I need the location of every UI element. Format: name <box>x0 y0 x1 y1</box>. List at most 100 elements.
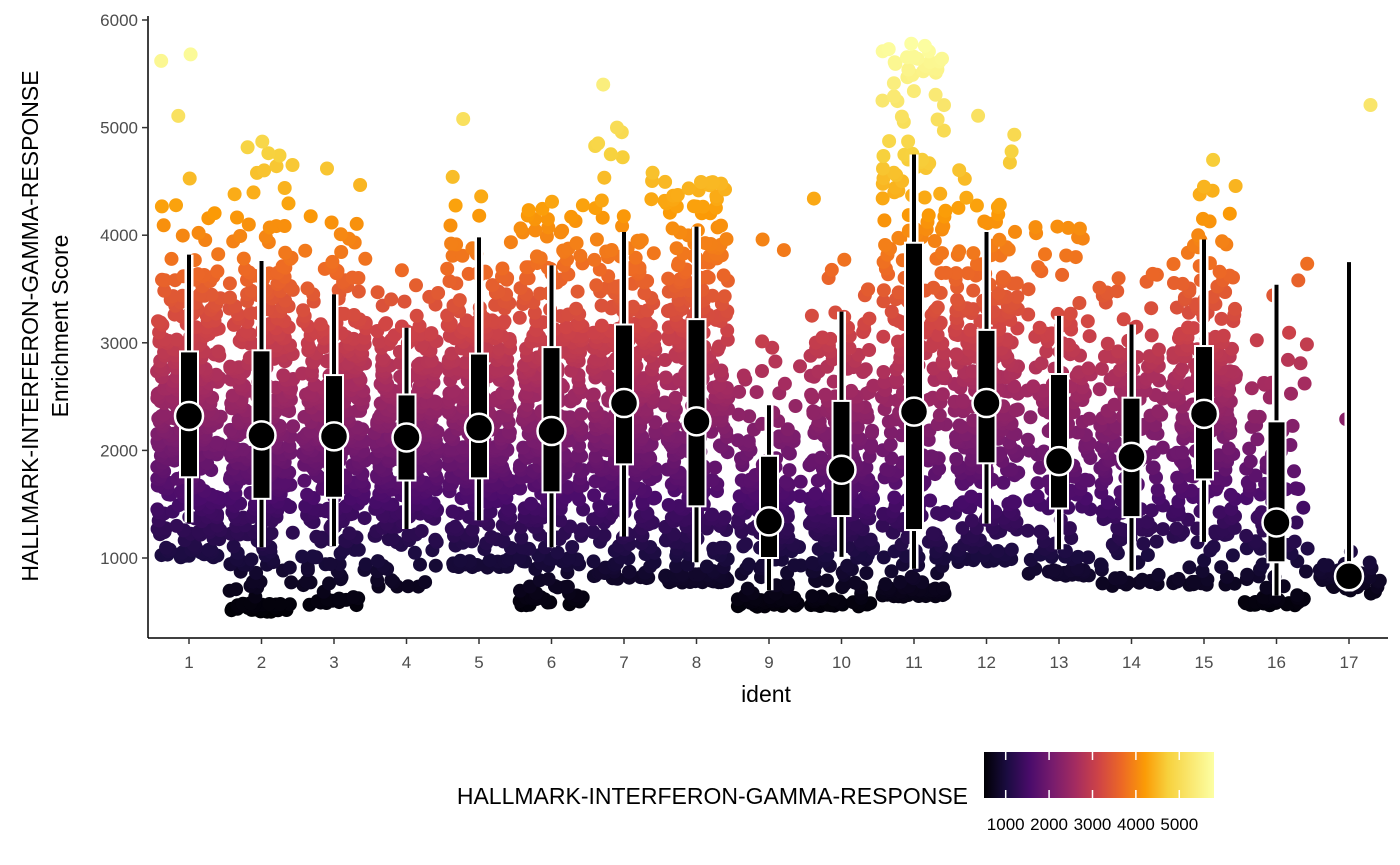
data-point <box>891 230 906 245</box>
data-point <box>610 120 624 135</box>
data-point <box>793 359 807 374</box>
data-point <box>776 243 791 258</box>
data-point <box>455 440 470 455</box>
data-point <box>1150 482 1165 497</box>
data-point <box>930 328 945 342</box>
data-point <box>926 280 941 295</box>
data-point <box>1214 311 1229 326</box>
data-point <box>1146 460 1161 475</box>
data-point <box>1197 179 1211 194</box>
data-point <box>730 433 745 448</box>
data-point <box>740 581 755 596</box>
data-point <box>428 532 443 547</box>
data-point <box>736 368 751 383</box>
data-point <box>826 592 841 607</box>
summary-layer <box>173 154 1365 596</box>
data-point <box>716 268 731 283</box>
data-point <box>586 387 601 402</box>
data-point <box>1195 564 1210 579</box>
data-point <box>882 134 897 149</box>
iqr-bar <box>1049 373 1069 510</box>
data-point <box>150 502 165 517</box>
data-point <box>669 241 684 256</box>
data-point <box>938 203 953 218</box>
data-point <box>937 98 951 113</box>
data-point <box>586 554 601 569</box>
data-point <box>1242 441 1257 456</box>
data-point <box>1030 489 1045 504</box>
data-point <box>992 197 1007 212</box>
data-point <box>732 501 746 516</box>
x-tick-label: 5 <box>474 653 483 672</box>
data-point <box>961 266 975 281</box>
data-point <box>1023 410 1038 425</box>
data-point <box>859 566 874 580</box>
data-point <box>384 573 399 588</box>
data-point <box>644 192 659 207</box>
x-tick-label: 15 <box>1195 653 1214 672</box>
data-point <box>1061 220 1076 235</box>
data-point <box>1299 564 1313 579</box>
data-point <box>741 434 756 449</box>
data-point <box>1362 555 1377 570</box>
y-tick-label: 5000 <box>100 119 138 138</box>
data-point <box>1008 224 1022 239</box>
x-axis-title: ident <box>741 681 791 707</box>
x-ticks: 1 2 3 4 5 6 7 8 9 10 11 12 13 14 15 16 17 <box>184 638 1358 672</box>
x-tick-label: 16 <box>1267 653 1286 672</box>
data-point <box>244 552 259 567</box>
data-point <box>658 353 673 367</box>
data-point <box>431 286 446 300</box>
data-point <box>637 286 652 301</box>
data-point <box>875 93 890 108</box>
data-point <box>680 557 695 572</box>
data-point <box>588 449 603 464</box>
data-point <box>1222 206 1237 221</box>
data-point <box>587 488 602 503</box>
data-point <box>1031 260 1046 275</box>
data-point <box>597 170 612 185</box>
data-point <box>1225 548 1240 563</box>
data-point <box>445 504 460 519</box>
data-point <box>1078 472 1093 487</box>
data-point <box>233 229 248 243</box>
data-point <box>1092 280 1107 295</box>
data-point <box>563 519 578 534</box>
data-point <box>442 328 457 343</box>
data-point <box>574 407 589 422</box>
data-point <box>1285 418 1300 433</box>
data-point <box>1288 481 1303 496</box>
data-point <box>1290 588 1305 603</box>
data-point <box>645 165 660 180</box>
data-point <box>164 251 179 266</box>
y-tick-label: 1000 <box>100 549 138 568</box>
data-point <box>1072 221 1087 236</box>
data-point <box>569 301 584 316</box>
data-point <box>1046 563 1061 578</box>
data-point <box>932 408 947 423</box>
data-point <box>1039 344 1054 359</box>
data-point <box>461 510 476 524</box>
data-point <box>482 553 497 568</box>
x-tick-label: 13 <box>1050 653 1069 672</box>
data-point <box>661 498 676 512</box>
data-point <box>705 288 720 303</box>
data-point <box>1010 402 1025 417</box>
data-point <box>626 299 641 314</box>
summary-group-14 <box>1116 324 1147 571</box>
colorbar-tick-label: 3000 <box>1074 815 1112 834</box>
x-tick-label: 3 <box>329 653 338 672</box>
colorbar-title: HALLMARK-INTERFERON-GAMMA-RESPONSE <box>457 783 968 809</box>
summary-group-2 <box>246 261 277 548</box>
data-point <box>295 549 310 564</box>
data-point <box>1107 397 1122 412</box>
data-point <box>1059 248 1074 263</box>
data-point <box>407 545 422 560</box>
data-point <box>1291 273 1306 288</box>
data-point <box>1196 211 1210 226</box>
data-point <box>1030 476 1045 491</box>
data-point <box>353 178 368 192</box>
median-point <box>1116 441 1147 473</box>
data-point <box>1283 438 1298 452</box>
data-point <box>806 404 821 419</box>
